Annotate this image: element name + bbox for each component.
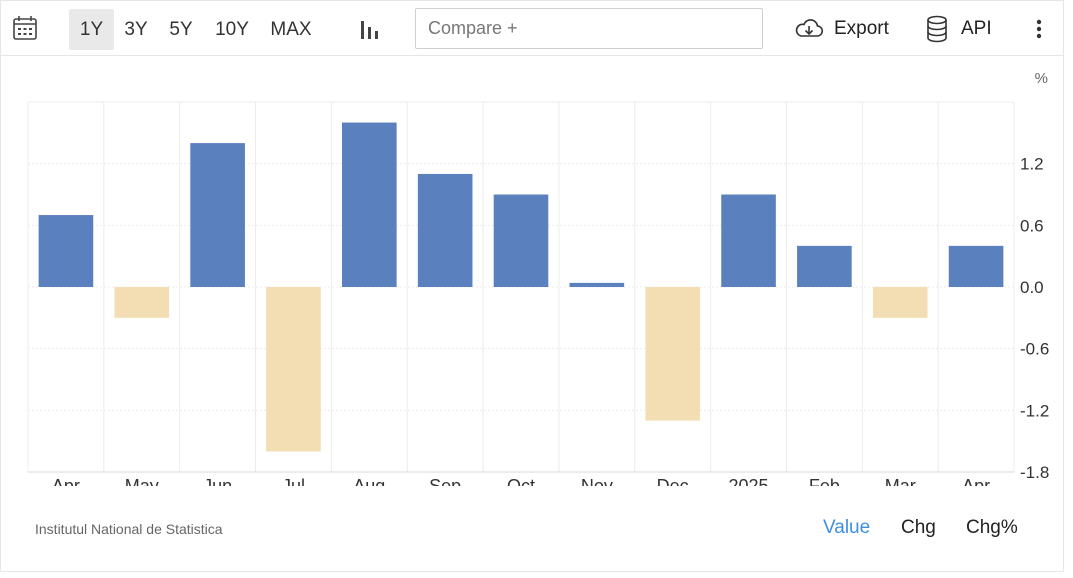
y-tick-label: -1.2 — [1020, 401, 1049, 420]
bar — [645, 287, 700, 421]
x-tick-label: Jul — [282, 476, 305, 486]
value-mode-button[interactable]: Value — [823, 517, 871, 538]
x-tick-label: Feb — [809, 476, 840, 486]
bar — [190, 143, 245, 287]
source-label: Institutul National de Statistica — [35, 521, 223, 537]
unit-label: % — [1035, 70, 1048, 87]
range-5y-button[interactable]: 5Y — [169, 18, 193, 40]
bar — [38, 215, 94, 287]
calendar-icon[interactable] — [8, 12, 42, 46]
x-tick-label: Oct — [507, 476, 535, 486]
x-tick-label: Apr — [52, 476, 80, 486]
range-1y-button[interactable]: 1Y — [69, 9, 114, 50]
toolbar: 1Y 3Y 5Y 10Y MAX Export — [0, 0, 1064, 56]
api-button[interactable]: API — [922, 12, 992, 46]
x-tick-label: Jun — [203, 476, 232, 486]
api-label: API — [961, 18, 992, 39]
bar — [872, 287, 928, 318]
x-tick-label: Dec — [657, 476, 689, 486]
more-options-icon[interactable] — [1026, 12, 1052, 46]
x-tick-label: May — [125, 476, 159, 486]
cloud-download-icon — [792, 12, 826, 46]
y-tick-label: -1.8 — [1020, 463, 1049, 482]
range-10y-button[interactable]: 10Y — [215, 18, 249, 40]
range-3y-button[interactable]: 3Y — [124, 18, 148, 40]
x-tick-label: Sep — [429, 476, 461, 486]
bar-chart: 1.2 0.6 0.0 -0.6 -1.2 -1.8% Apr May Jun Jul Aug Sep… — [27, 70, 1049, 496]
bar — [266, 287, 321, 452]
compare-input[interactable] — [415, 8, 763, 49]
bar — [721, 194, 776, 287]
y-tick-label: 1.2 — [1020, 155, 1044, 174]
chg-percent-mode-button[interactable]: Chg% — [966, 517, 1018, 538]
x-tick-label: Mar — [885, 476, 916, 486]
bar — [569, 282, 625, 287]
x-tick-label: Aug — [353, 476, 385, 486]
range-max-button[interactable]: MAX — [270, 18, 312, 40]
y-tick-label: 0.0 — [1020, 278, 1044, 297]
bar — [417, 173, 473, 287]
export-label: Export — [834, 18, 889, 39]
x-tick-label: 2025 — [729, 476, 769, 486]
bar-chart-icon[interactable] — [352, 13, 386, 47]
chg-mode-button[interactable]: Chg — [901, 517, 936, 538]
bar — [493, 194, 549, 287]
y-tick-label: -0.6 — [1020, 340, 1049, 359]
bar — [948, 245, 1004, 287]
export-button[interactable]: Export — [792, 12, 889, 46]
bar — [342, 122, 397, 287]
database-icon — [922, 12, 952, 46]
x-tick-label: Nov — [581, 476, 613, 486]
bar — [114, 287, 170, 318]
bar — [797, 245, 852, 287]
chart-area: 1.2 0.6 0.0 -0.6 -1.2 -1.8% Apr May Jun Jul Aug Sep… — [0, 56, 1064, 496]
x-tick-label: Apr — [962, 476, 990, 486]
y-tick-label: 0.6 — [1020, 216, 1044, 235]
